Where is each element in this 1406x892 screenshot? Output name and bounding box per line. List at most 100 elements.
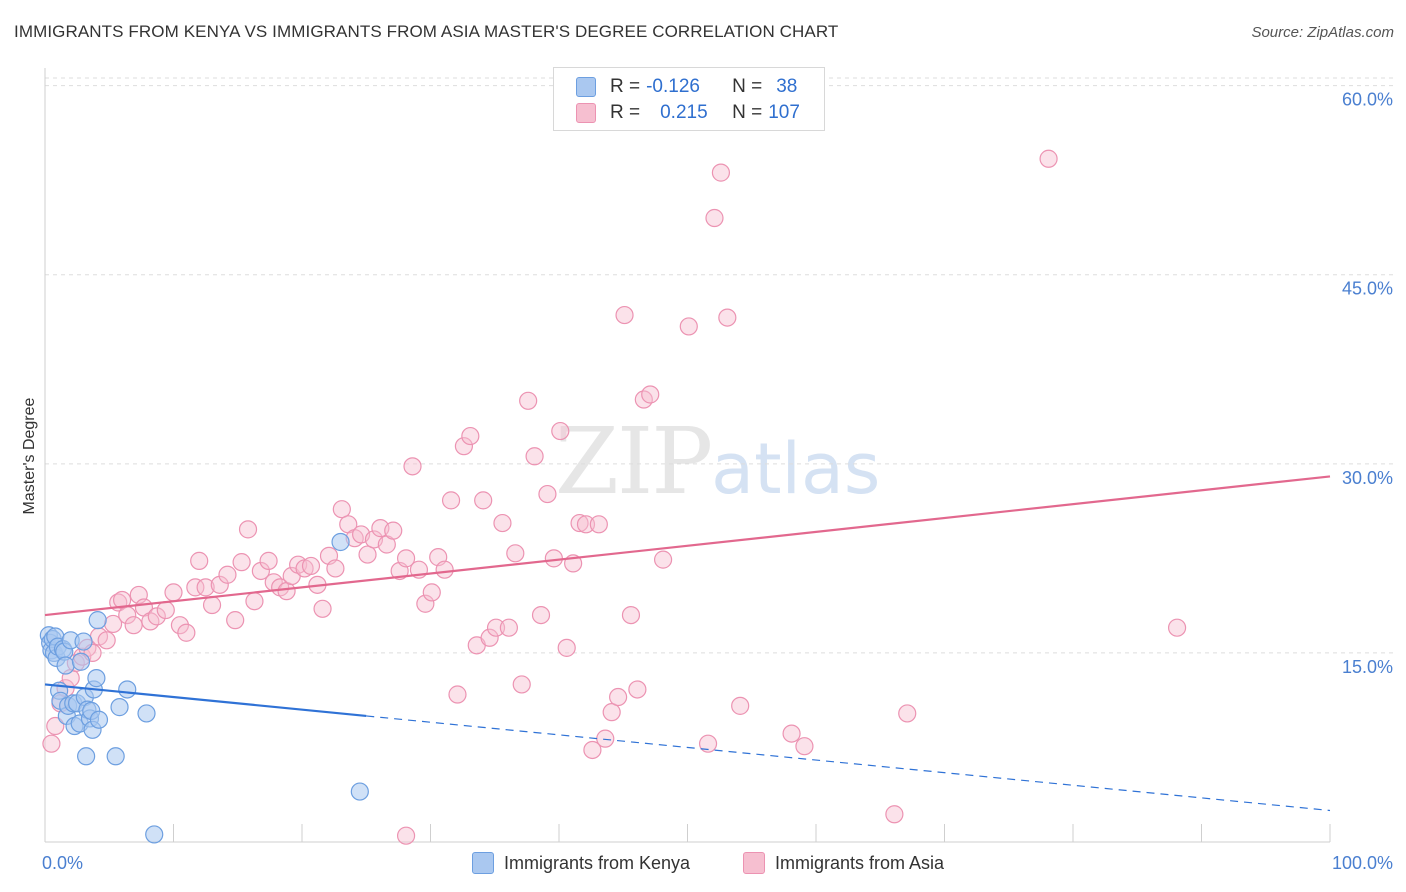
legend-r-value: 0.215 xyxy=(660,102,708,123)
asia-point xyxy=(596,729,615,748)
asia-point xyxy=(621,605,641,625)
asia-point xyxy=(538,484,557,504)
asia-point xyxy=(698,734,718,753)
asia-point xyxy=(512,675,531,694)
asia-point xyxy=(653,550,673,569)
asia-point xyxy=(461,426,480,446)
asia-point xyxy=(731,696,750,715)
asia-point xyxy=(186,578,205,597)
legend-item-asia[interactable]: Immigrants from Asia xyxy=(743,852,944,874)
kenya-point xyxy=(71,652,91,671)
asia-point xyxy=(403,457,422,476)
asia-point xyxy=(358,545,377,564)
kenya-point xyxy=(106,747,125,766)
asia-points xyxy=(42,149,1187,845)
y-axis-label: Master's Degree xyxy=(21,397,38,514)
y-tick-label: 45.0% xyxy=(1342,279,1393,299)
asia-point xyxy=(474,491,493,510)
asia-point xyxy=(782,724,801,743)
asia-point xyxy=(519,391,538,410)
asia-point xyxy=(454,437,474,456)
asia-point xyxy=(238,520,258,539)
asia-point xyxy=(277,582,296,601)
asia-point xyxy=(124,616,143,635)
asia-point xyxy=(259,551,278,570)
asia-point xyxy=(97,631,116,650)
kenya-point xyxy=(88,611,107,630)
legend-item-kenya[interactable]: Immigrants from Kenya xyxy=(472,852,690,874)
kenya-point xyxy=(77,747,96,766)
kenya-point xyxy=(74,632,93,651)
asia-point xyxy=(557,638,576,657)
asia-point xyxy=(210,575,229,594)
asia-point xyxy=(493,513,512,533)
asia-point xyxy=(396,549,416,568)
asia-point xyxy=(609,687,628,707)
kenya-point xyxy=(89,710,109,729)
asia-point xyxy=(576,515,596,534)
source-credit: Source: ZipAtlas.com xyxy=(1251,24,1394,41)
asia-point xyxy=(1039,149,1058,168)
asia-point xyxy=(245,592,264,611)
asia-point xyxy=(525,447,544,466)
asia-swatch xyxy=(576,103,596,123)
asia-point xyxy=(718,308,737,327)
asia-point xyxy=(583,740,602,760)
legend-kenya-label: Immigrants from Kenya xyxy=(504,852,691,873)
asia-point xyxy=(499,618,518,637)
asia-point xyxy=(705,208,724,228)
asia-point xyxy=(301,556,321,576)
asia-point xyxy=(602,703,621,722)
kenya-swatch xyxy=(576,77,596,97)
asia-point xyxy=(42,734,61,753)
legend-r-label: R = xyxy=(610,76,641,97)
kenya-swatch xyxy=(472,852,494,874)
kenya-point xyxy=(145,825,164,844)
asia-point xyxy=(156,600,175,620)
asia-point xyxy=(898,704,917,723)
asia-point xyxy=(628,680,647,699)
asia-trend-line xyxy=(44,475,1331,617)
watermark-zip: ZIP xyxy=(555,408,713,515)
asia-point xyxy=(480,628,499,647)
asia-point xyxy=(170,616,190,635)
legend-n-value: 38 xyxy=(776,76,798,97)
asia-point xyxy=(332,500,351,519)
trend-lines xyxy=(44,475,1331,812)
chart-title: IMMIGRANTS FROM KENYA VS IMMIGRANTS FROM… xyxy=(14,22,839,41)
x-tick-label-100: 100.0% xyxy=(1332,853,1393,873)
asia-point xyxy=(570,513,589,533)
zipatlas-watermark: ZIPatlas xyxy=(555,408,880,515)
correlation-legend: R = -0.126 N = 38 R = 0.215 N = 107 xyxy=(553,67,825,131)
asia-point xyxy=(313,599,332,618)
legend-r-value: -0.126 xyxy=(646,76,700,97)
asia-point xyxy=(196,578,215,597)
asia-point xyxy=(251,561,270,581)
kenya-point xyxy=(331,532,350,552)
asia-point xyxy=(885,805,904,824)
legend-n-value: 107 xyxy=(768,102,800,123)
axes: 15.0% 30.0% 45.0% 60.0% xyxy=(44,68,1393,843)
x-tick-label-0: 0.0% xyxy=(42,853,83,873)
asia-point xyxy=(531,605,551,625)
kenya-point xyxy=(118,680,137,699)
legend-row-asia: R = 0.215 N = 107 xyxy=(576,101,800,125)
asia-point xyxy=(422,583,441,602)
asia-point xyxy=(232,553,251,572)
asia-point xyxy=(218,565,237,584)
asia-point xyxy=(1167,618,1187,637)
asia-point xyxy=(326,559,345,578)
asia-point xyxy=(615,305,634,325)
legend-row-kenya: R = -0.126 N = 38 xyxy=(576,75,797,99)
legend-asia-label: Immigrants from Asia xyxy=(775,852,945,873)
legend-n-label: N = xyxy=(732,76,763,97)
asia-point xyxy=(202,595,222,615)
asia-point xyxy=(448,685,467,704)
legend-r-label: R = xyxy=(610,102,641,123)
y-tick-label: 15.0% xyxy=(1342,657,1393,677)
asia-point xyxy=(589,515,608,534)
asia-point xyxy=(544,549,563,568)
asia-point xyxy=(551,421,570,441)
legend-n-label: N = xyxy=(732,102,763,123)
series-legend: Immigrants from Kenya Immigrants from As… xyxy=(0,852,1406,878)
